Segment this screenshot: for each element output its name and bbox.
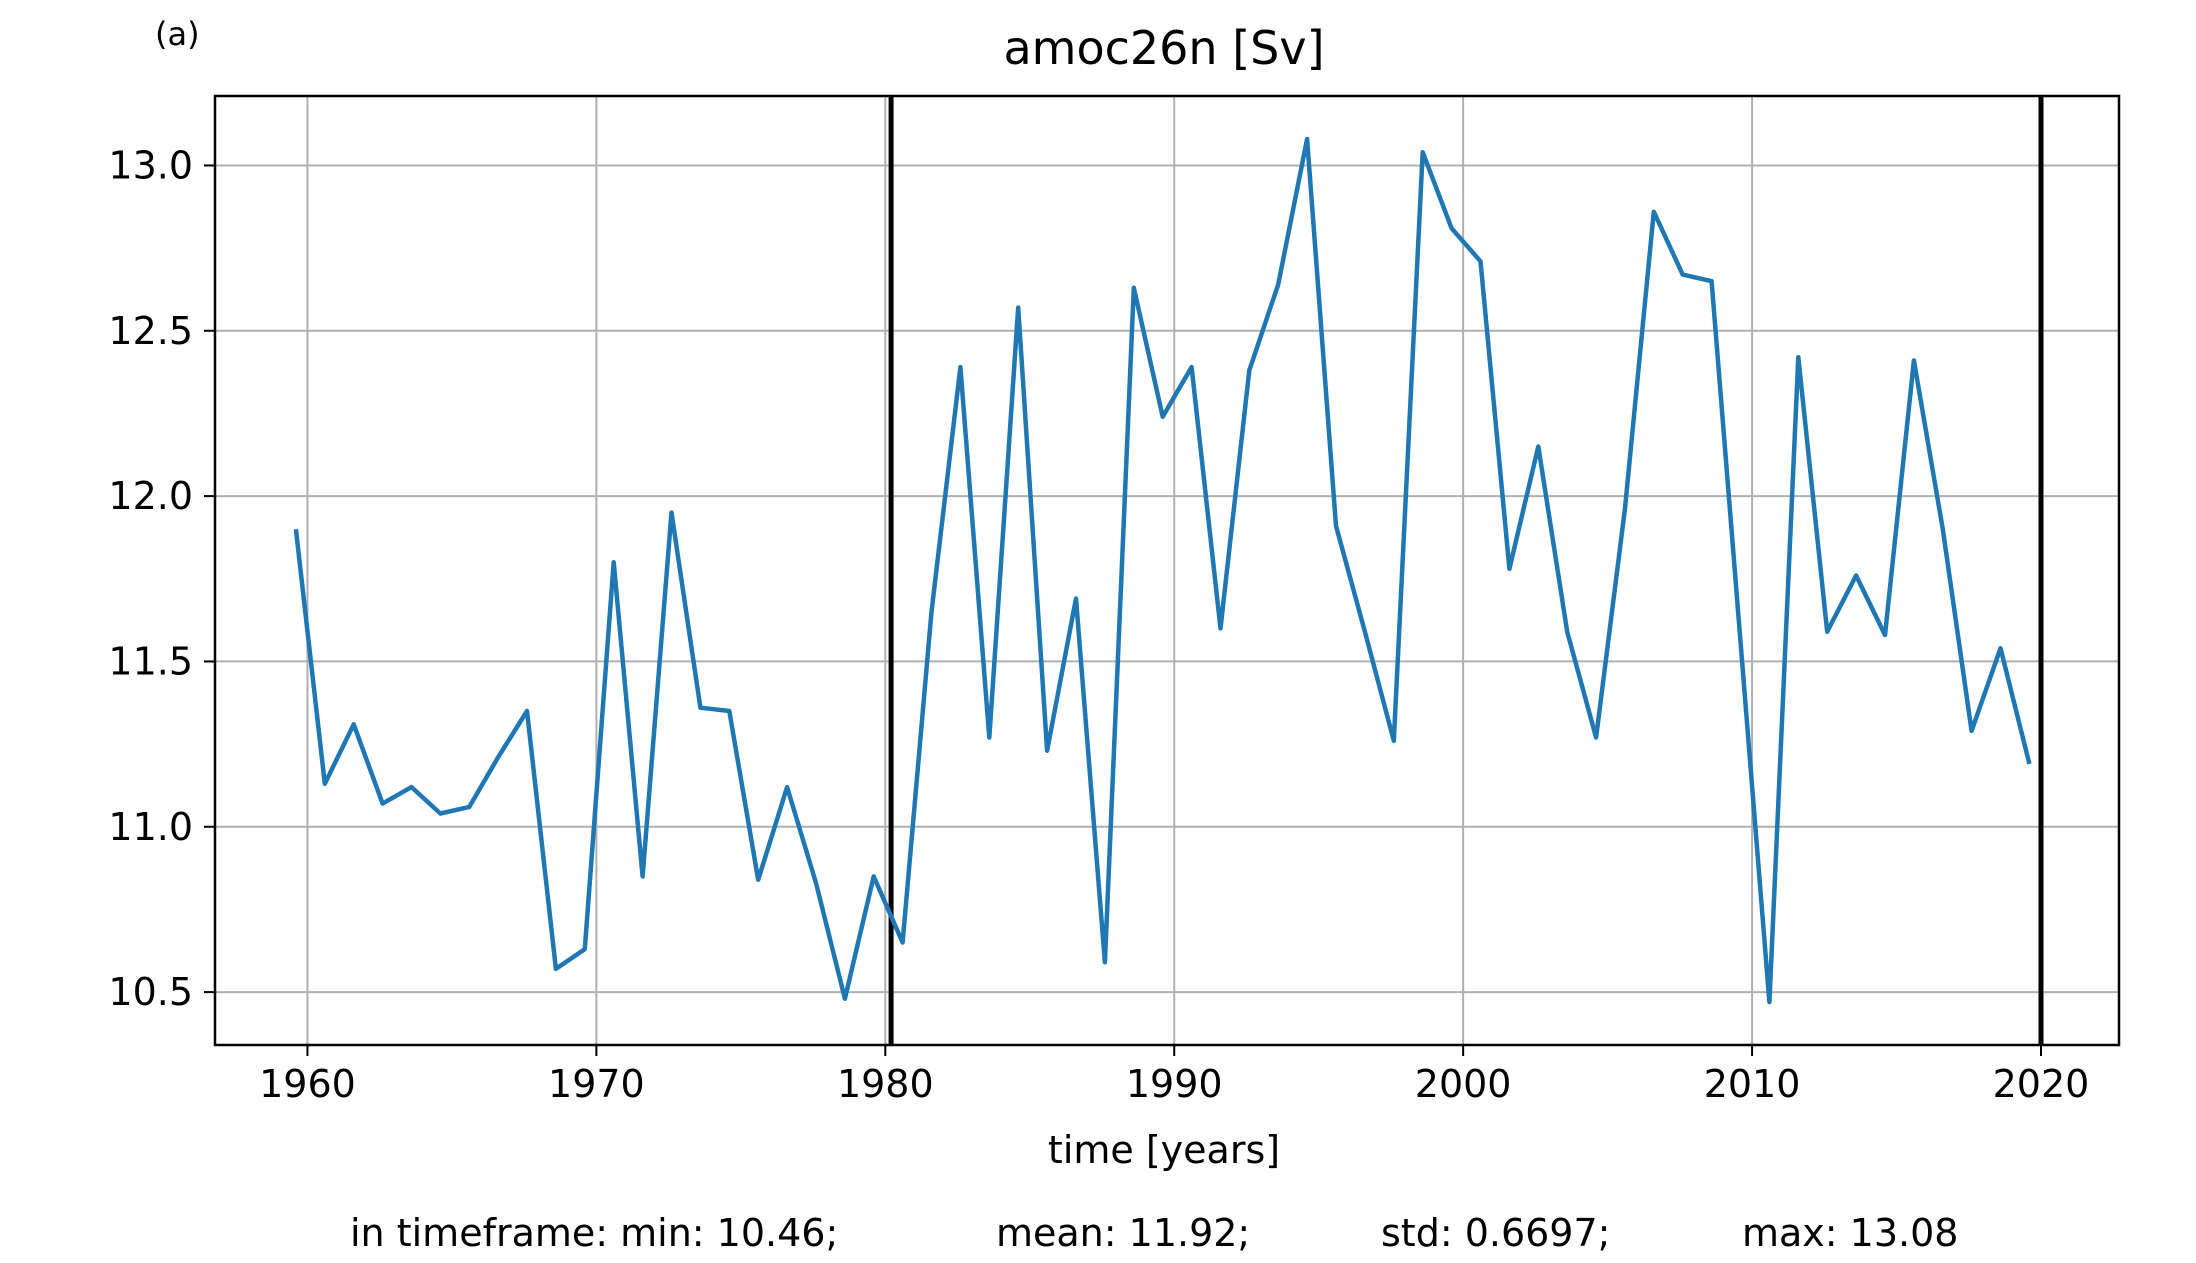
stats-max: max: 13.08 xyxy=(1742,1211,1958,1255)
y-tick-label: 12.0 xyxy=(108,474,193,518)
x-axis-label: time [years] xyxy=(1048,1128,1280,1172)
y-tick-label: 13.0 xyxy=(108,143,193,187)
x-axis: 1960 1970 1980 1990 2000 2010 2020 xyxy=(259,1045,2089,1106)
stats-line: in timeframe: min: 10.46; mean: 11.92; s… xyxy=(350,1211,1958,1255)
x-tick-label: 2020 xyxy=(1993,1062,2090,1106)
y-axis: 10.5 11.0 11.5 12.0 12.5 13.0 xyxy=(108,143,215,1014)
x-tick-label: 1960 xyxy=(259,1062,356,1106)
x-tick-label: 1970 xyxy=(548,1062,645,1106)
stats-std: std: 0.6697; xyxy=(1381,1211,1610,1255)
stats-mean: mean: 11.92; xyxy=(996,1211,1250,1255)
plot-frame xyxy=(213,94,2121,1047)
panel-label: (a) xyxy=(155,15,200,53)
y-tick-label: 12.5 xyxy=(108,309,193,353)
stats-min: in timeframe: min: 10.46; xyxy=(350,1211,838,1255)
y-tick-label: 11.5 xyxy=(108,639,193,683)
grid-lines xyxy=(215,96,2119,1045)
y-tick-label: 11.0 xyxy=(108,805,193,849)
x-tick-label: 1990 xyxy=(1126,1062,1223,1106)
x-tick-label: 2000 xyxy=(1415,1062,1512,1106)
x-tick-label: 2010 xyxy=(1704,1062,1801,1106)
chart-title: amoc26n [Sv] xyxy=(1003,21,1324,75)
x-tick-label: 1980 xyxy=(837,1062,934,1106)
series-line-amoc26n xyxy=(293,136,2032,1005)
reference-lines xyxy=(888,96,2044,1045)
y-tick-label: 10.5 xyxy=(108,970,193,1014)
